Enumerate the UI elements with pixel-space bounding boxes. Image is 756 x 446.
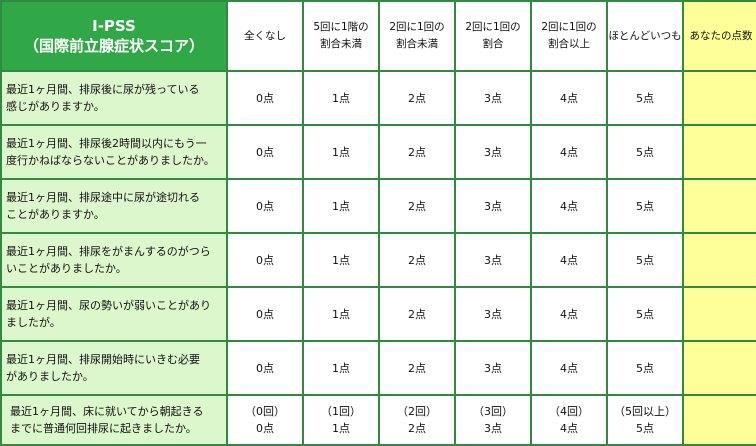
score-cell: 3点 bbox=[456, 234, 530, 286]
score-cell: 1点 bbox=[304, 342, 378, 394]
column-header-none: 全くなし bbox=[228, 2, 302, 70]
score-cell: 3点 bbox=[456, 72, 530, 124]
score-cell: 4点 bbox=[532, 342, 606, 394]
score-cell: 4点 bbox=[532, 288, 606, 340]
table-row: 最近1ヶ月間、排尿後2時間以内にもう一 度行かねばならないことがありましたか。 … bbox=[2, 126, 756, 178]
question-1: 最近1ヶ月間、排尿後に尿が残っている 感じがありますか。 bbox=[2, 72, 226, 124]
column-header-half: 2回に1回の 割合 bbox=[456, 2, 530, 70]
column-header-almost-always: ほとんどいつも bbox=[608, 2, 682, 70]
score-cell: 0点 bbox=[228, 72, 302, 124]
score-cell: 5点 bbox=[608, 126, 682, 178]
count-score-cell: （0回） 0点 bbox=[228, 396, 302, 444]
column-header-more-than-half: 2回に1回の 割合以上 bbox=[532, 2, 606, 70]
table-row: 最近1ヶ月間、尿の勢いが弱いことがあり ましたが。 0点 1点 2点 3点 4点… bbox=[2, 288, 756, 340]
score-cell: 2点 bbox=[380, 342, 454, 394]
score-cell: 2点 bbox=[380, 234, 454, 286]
count-score-cell: （2回） 2点 bbox=[380, 396, 454, 444]
question-2: 最近1ヶ月間、排尿後2時間以内にもう一 度行かねばならないことがありましたか。 bbox=[2, 126, 226, 178]
score-cell: 5点 bbox=[608, 234, 682, 286]
score-cell: 4点 bbox=[532, 180, 606, 232]
count-score-cell: （4回） 4点 bbox=[532, 396, 606, 444]
score-cell: 1点 bbox=[304, 288, 378, 340]
question-6: 最近1ヶ月間、排尿開始時にいきむ必要 がありましたか。 bbox=[2, 342, 226, 394]
score-cell: 5点 bbox=[608, 288, 682, 340]
score-cell: 2点 bbox=[380, 288, 454, 340]
your-score-input-6[interactable] bbox=[684, 342, 756, 394]
score-cell: 3点 bbox=[456, 288, 530, 340]
your-score-input-4[interactable] bbox=[684, 234, 756, 286]
score-cell: 0点 bbox=[228, 234, 302, 286]
column-header-less-than-1-in-5: 5回に1階の 割合未満 bbox=[304, 2, 378, 70]
score-cell: 5点 bbox=[608, 180, 682, 232]
table-title: I-PSS （国際前立腺症状スコア） bbox=[2, 2, 226, 70]
score-cell: 5点 bbox=[608, 342, 682, 394]
score-cell: 3点 bbox=[456, 342, 530, 394]
score-cell: 0点 bbox=[228, 126, 302, 178]
score-cell: 5点 bbox=[608, 72, 682, 124]
score-cell: 1点 bbox=[304, 126, 378, 178]
your-score-input-2[interactable] bbox=[684, 126, 756, 178]
score-cell: 1点 bbox=[304, 72, 378, 124]
score-cell: 4点 bbox=[532, 126, 606, 178]
question-7: 最近1ヶ月間、床に就いてから朝起きる までに普通何回排尿に起きましたか。 bbox=[2, 396, 226, 444]
question-3: 最近1ヶ月間、排尿途中に尿が途切れる ことがありますか。 bbox=[2, 180, 226, 232]
score-cell: 2点 bbox=[380, 180, 454, 232]
score-cell: 3点 bbox=[456, 126, 530, 178]
score-cell: 4点 bbox=[532, 234, 606, 286]
your-score-input-5[interactable] bbox=[684, 288, 756, 340]
your-score-input-7[interactable] bbox=[684, 396, 756, 444]
table-row: 最近1ヶ月間、排尿途中に尿が途切れる ことがありますか。 0点 1点 2点 3点… bbox=[2, 180, 756, 232]
count-score-cell: （3回） 3点 bbox=[456, 396, 530, 444]
column-header-less-than-half: 2回に1回の 割合未満 bbox=[380, 2, 454, 70]
table-row: 最近1ヶ月間、排尿をがまんするのがつら いことがありましたか。 0点 1点 2点… bbox=[2, 234, 756, 286]
table-row: 最近1ヶ月間、排尿開始時にいきむ必要 がありましたか。 0点 1点 2点 3点 … bbox=[2, 342, 756, 394]
score-cell: 0点 bbox=[228, 180, 302, 232]
score-cell: 4点 bbox=[532, 72, 606, 124]
score-cell: 0点 bbox=[228, 288, 302, 340]
count-score-cell: （1回） 1点 bbox=[304, 396, 378, 444]
score-cell: 2点 bbox=[380, 126, 454, 178]
score-cell: 1点 bbox=[304, 180, 378, 232]
your-score-input-3[interactable] bbox=[684, 180, 756, 232]
header-row: I-PSS （国際前立腺症状スコア） 全くなし 5回に1階の 割合未満 2回に1… bbox=[2, 2, 756, 70]
question-5: 最近1ヶ月間、尿の勢いが弱いことがあり ましたが。 bbox=[2, 288, 226, 340]
question-4: 最近1ヶ月間、排尿をがまんするのがつら いことがありましたか。 bbox=[2, 234, 226, 286]
column-header-your-score: あなたの点数 bbox=[684, 2, 756, 70]
score-cell: 0点 bbox=[228, 342, 302, 394]
score-cell: 2点 bbox=[380, 72, 454, 124]
count-score-cell: （5回以上） 5点 bbox=[608, 396, 682, 444]
score-cell: 1点 bbox=[304, 234, 378, 286]
score-cell: 3点 bbox=[456, 180, 530, 232]
table-row: 最近1ヶ月間、床に就いてから朝起きる までに普通何回排尿に起きましたか。 （0回… bbox=[2, 396, 756, 444]
your-score-input-1[interactable] bbox=[684, 72, 756, 124]
title-line-2: （国際前立腺症状スコア） bbox=[23, 37, 204, 55]
table-row: 最近1ヶ月間、排尿後に尿が残っている 感じがありますか。 0点 1点 2点 3点… bbox=[2, 72, 756, 124]
title-line-1: I-PSS bbox=[92, 17, 136, 35]
